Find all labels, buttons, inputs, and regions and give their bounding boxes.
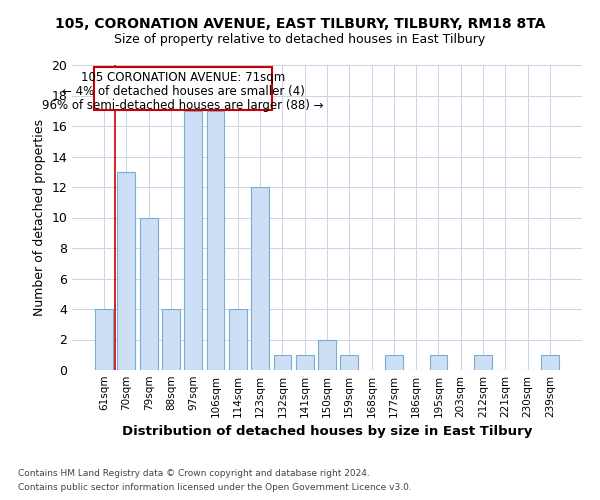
Bar [206, 111, 224, 370]
Y-axis label: Number of detached properties: Number of detached properties [33, 119, 46, 316]
Text: 105 CORONATION AVENUE: 71sqm: 105 CORONATION AVENUE: 71sqm [81, 71, 286, 84]
Text: 105, CORONATION AVENUE, EAST TILBURY, TILBURY, RM18 8TA: 105, CORONATION AVENUE, EAST TILBURY, TI… [55, 18, 545, 32]
FancyBboxPatch shape [94, 66, 272, 110]
Text: 96% of semi-detached houses are larger (88) →: 96% of semi-detached houses are larger (… [43, 98, 324, 112]
Bar [296, 355, 314, 370]
Bar [541, 355, 559, 370]
Bar [430, 355, 448, 370]
Bar [95, 309, 113, 370]
Bar [184, 111, 202, 370]
Bar [474, 355, 492, 370]
Bar [318, 340, 336, 370]
X-axis label: Distribution of detached houses by size in East Tilbury: Distribution of detached houses by size … [122, 426, 532, 438]
Bar [251, 187, 269, 370]
Bar [229, 309, 247, 370]
Bar [140, 218, 158, 370]
Text: ← 4% of detached houses are smaller (4): ← 4% of detached houses are smaller (4) [62, 85, 305, 98]
Bar [118, 172, 136, 370]
Bar [162, 309, 180, 370]
Bar [274, 355, 292, 370]
Bar [385, 355, 403, 370]
Text: Size of property relative to detached houses in East Tilbury: Size of property relative to detached ho… [115, 32, 485, 46]
Text: Contains HM Land Registry data © Crown copyright and database right 2024.: Contains HM Land Registry data © Crown c… [18, 468, 370, 477]
Text: Contains public sector information licensed under the Open Government Licence v3: Contains public sector information licen… [18, 484, 412, 492]
Bar [340, 355, 358, 370]
